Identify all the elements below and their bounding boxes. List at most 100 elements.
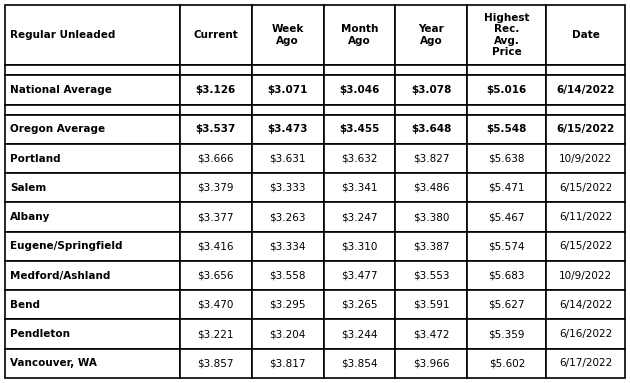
Text: Portland: Portland <box>10 154 60 164</box>
Text: National Average: National Average <box>10 85 112 95</box>
Text: $5.359: $5.359 <box>489 329 525 339</box>
Text: $3.263: $3.263 <box>270 212 306 222</box>
Text: $3.334: $3.334 <box>270 241 306 251</box>
Bar <box>5 173 180 203</box>
Bar <box>546 115 625 144</box>
Bar <box>180 290 251 319</box>
Text: 6/15/2022: 6/15/2022 <box>556 124 615 134</box>
Text: $3.631: $3.631 <box>270 154 306 164</box>
Bar <box>546 349 625 378</box>
Text: Month
Ago: Month Ago <box>341 24 378 46</box>
Bar <box>467 261 546 290</box>
Bar <box>251 115 324 144</box>
Text: $5.016: $5.016 <box>487 85 527 95</box>
Bar <box>396 290 467 319</box>
Text: $3.126: $3.126 <box>195 85 236 95</box>
Text: $5.627: $5.627 <box>489 300 525 310</box>
Bar <box>546 232 625 261</box>
Text: $3.558: $3.558 <box>270 271 306 281</box>
Bar <box>396 203 467 232</box>
Text: 6/14/2022: 6/14/2022 <box>556 85 615 95</box>
Text: 10/9/2022: 10/9/2022 <box>559 271 612 281</box>
Text: $3.265: $3.265 <box>341 300 378 310</box>
Bar <box>5 5 180 65</box>
Bar <box>251 173 324 203</box>
Text: 6/14/2022: 6/14/2022 <box>559 300 612 310</box>
Bar <box>396 65 467 75</box>
Text: $5.574: $5.574 <box>489 241 525 251</box>
Bar <box>251 105 324 115</box>
Text: $3.247: $3.247 <box>341 212 378 222</box>
Text: $3.553: $3.553 <box>413 271 450 281</box>
Bar <box>5 203 180 232</box>
Text: Highest
Rec.
Avg.
Price: Highest Rec. Avg. Price <box>484 13 530 57</box>
Bar <box>546 75 625 105</box>
Text: $3.295: $3.295 <box>270 300 306 310</box>
Bar <box>324 319 396 349</box>
Text: $3.341: $3.341 <box>341 183 378 193</box>
Bar <box>180 319 251 349</box>
Bar <box>396 75 467 105</box>
Bar <box>180 173 251 203</box>
Bar <box>324 232 396 261</box>
Text: Salem: Salem <box>10 183 46 193</box>
Bar <box>180 5 251 65</box>
Bar <box>324 290 396 319</box>
Text: $5.548: $5.548 <box>486 124 527 134</box>
Bar <box>324 173 396 203</box>
Bar <box>467 75 546 105</box>
Text: Year
Ago: Year Ago <box>418 24 444 46</box>
Bar <box>251 349 324 378</box>
Bar <box>396 173 467 203</box>
Bar <box>467 349 546 378</box>
Bar <box>396 261 467 290</box>
Text: Pendleton: Pendleton <box>10 329 70 339</box>
Bar <box>180 75 251 105</box>
Bar <box>251 232 324 261</box>
Text: $3.854: $3.854 <box>341 358 378 368</box>
Text: Oregon Average: Oregon Average <box>10 124 105 134</box>
Bar <box>180 105 251 115</box>
Bar <box>546 5 625 65</box>
Bar <box>5 261 180 290</box>
Text: $3.046: $3.046 <box>340 85 380 95</box>
Bar <box>546 319 625 349</box>
Bar <box>467 5 546 65</box>
Text: Albany: Albany <box>10 212 50 222</box>
Bar <box>5 319 180 349</box>
Text: $3.648: $3.648 <box>411 124 452 134</box>
Bar <box>251 5 324 65</box>
Text: $3.857: $3.857 <box>197 358 234 368</box>
Bar <box>251 75 324 105</box>
Bar <box>546 144 625 173</box>
Bar <box>251 203 324 232</box>
Text: 10/9/2022: 10/9/2022 <box>559 154 612 164</box>
Text: $3.377: $3.377 <box>197 212 234 222</box>
Bar <box>467 232 546 261</box>
Text: $3.379: $3.379 <box>197 183 234 193</box>
Bar <box>467 173 546 203</box>
Bar <box>546 203 625 232</box>
Text: 6/17/2022: 6/17/2022 <box>559 358 612 368</box>
Text: $3.817: $3.817 <box>270 358 306 368</box>
Bar <box>324 261 396 290</box>
Bar <box>5 349 180 378</box>
Text: $3.477: $3.477 <box>341 271 378 281</box>
Bar <box>324 203 396 232</box>
Text: $3.380: $3.380 <box>413 212 450 222</box>
Bar <box>180 261 251 290</box>
Bar <box>180 349 251 378</box>
Bar <box>467 65 546 75</box>
Bar <box>467 144 546 173</box>
Bar <box>251 144 324 173</box>
Text: $3.244: $3.244 <box>341 329 378 339</box>
Text: Eugene/Springfield: Eugene/Springfield <box>10 241 122 251</box>
Text: $3.827: $3.827 <box>413 154 450 164</box>
Bar <box>251 319 324 349</box>
Bar <box>324 115 396 144</box>
Bar <box>5 65 180 75</box>
Text: Date: Date <box>571 30 600 40</box>
Bar <box>396 144 467 173</box>
Text: $3.470: $3.470 <box>197 300 234 310</box>
Bar <box>324 349 396 378</box>
